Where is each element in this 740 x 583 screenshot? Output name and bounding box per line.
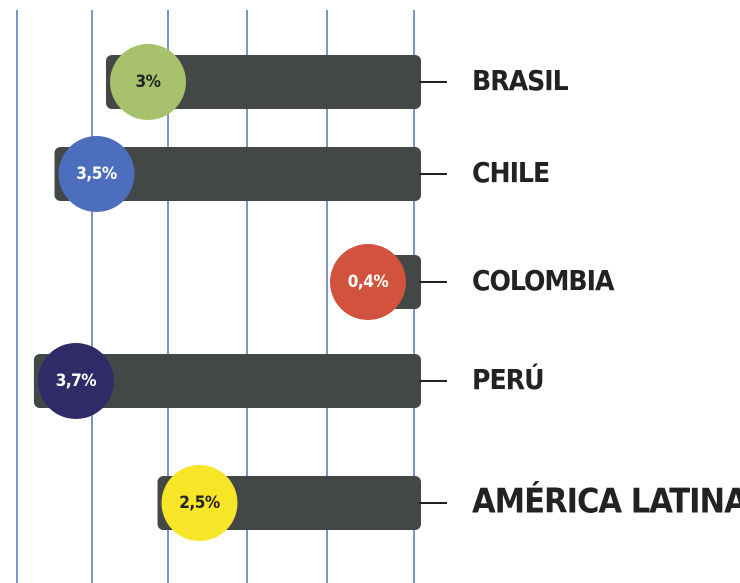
- bar: [54, 147, 421, 201]
- category-label: CHILE: [472, 156, 549, 189]
- value-label: 3%: [136, 72, 161, 92]
- value-badge: [58, 136, 135, 212]
- value-badge: [330, 244, 406, 320]
- category-label: BRASIL: [472, 64, 569, 97]
- value-label: 3,5%: [76, 164, 117, 184]
- category-label: COLOMBIA: [472, 264, 615, 297]
- bar: [33, 354, 422, 408]
- value-label: 2,5%: [179, 493, 220, 513]
- category-label: AMÉRICA LATINA: [472, 481, 740, 522]
- category-label: PERÚ: [472, 362, 544, 396]
- value-badge: [37, 343, 114, 419]
- value-label: 0,4%: [348, 272, 389, 292]
- value-badge: [161, 465, 238, 541]
- bar: [106, 55, 421, 109]
- value-badge: [110, 44, 186, 120]
- value-label: 3,7%: [56, 371, 97, 391]
